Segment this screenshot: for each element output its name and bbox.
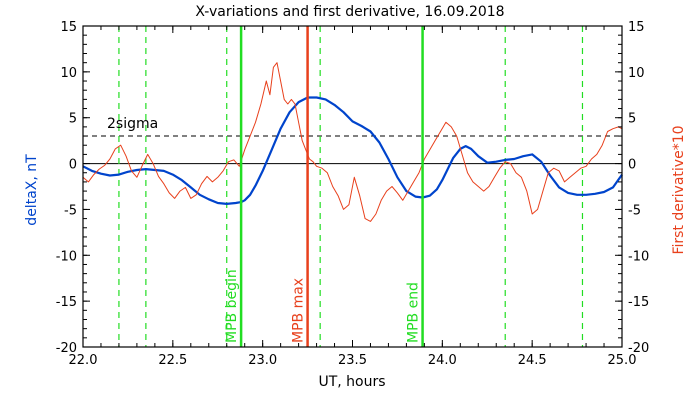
y-tick-label-left-6: -15	[56, 295, 77, 310]
chart-title: X-variations and first derivative, 16.09…	[195, 4, 504, 20]
x-tick-label-4: 24.0	[428, 353, 457, 368]
y-tick-label-right-7: -20	[628, 341, 649, 356]
sigma-label: 2sigma	[107, 116, 158, 132]
series-line-derivative	[82, 62, 623, 222]
marker-label-2: MPB end	[406, 282, 422, 343]
y-tick-label-left-4: -5	[64, 203, 77, 218]
y-axis-label-left: deltaX, nT	[24, 154, 40, 226]
y-tick-label-left-3: 0	[69, 158, 77, 173]
marker-label-1: MPB max	[291, 278, 307, 343]
x-tick-label-2: 23.0	[248, 353, 277, 368]
x-tick-label-6: 25.0	[608, 353, 637, 368]
y-tick-label-left-1: 10	[60, 66, 77, 81]
x-tick-label-0: 22.0	[69, 353, 98, 368]
y-tick-label-right-0: 15	[628, 20, 645, 35]
y-tick-label-left-2: 5	[69, 112, 77, 127]
y-axis-label-right: First derivative*10	[671, 125, 687, 254]
y-tick-label-left-0: 15	[60, 20, 77, 35]
x-tick-label-3: 23.5	[338, 353, 367, 368]
y-tick-label-right-4: -5	[628, 203, 641, 218]
x-tick-label-5: 24.5	[518, 353, 547, 368]
y-tick-label-right-6: -15	[628, 295, 649, 310]
y-tick-label-right-2: 5	[628, 112, 636, 127]
plot-area: MPB begin MPB max MPB end	[82, 26, 623, 347]
marker-label-0: MPB begin	[224, 269, 240, 343]
series-line-deltaX	[82, 96, 623, 205]
y-tick-label-left-7: -20	[56, 341, 77, 356]
y-tick-label-right-5: -10	[628, 249, 649, 264]
y-tick-label-right-1: 10	[628, 66, 645, 81]
y-tick-label-left-5: -10	[56, 249, 77, 264]
x-tick-label-1: 22.5	[158, 353, 187, 368]
y-tick-label-right-3: 0	[628, 158, 636, 173]
x-axis-label: UT, hours	[318, 374, 385, 390]
